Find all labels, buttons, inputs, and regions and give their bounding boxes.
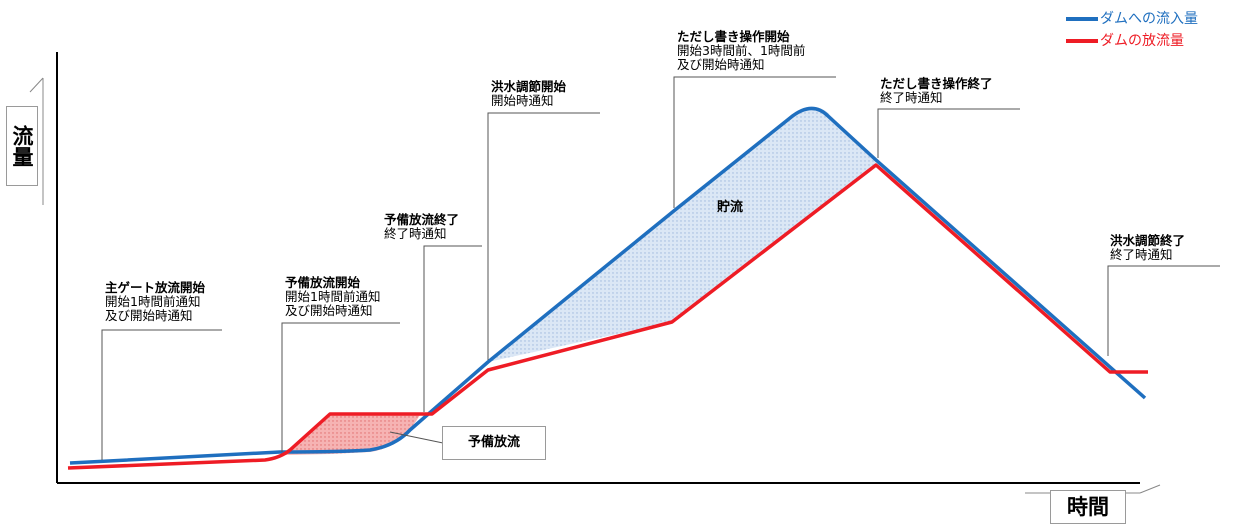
annotation-line: 開始1時間前通知 — [105, 294, 201, 309]
x-axis-label: 時間 — [1050, 490, 1126, 524]
legend-inflow-label: ダムへの流入量 — [1100, 11, 1198, 27]
annotation-title: 主ゲート放流開始 — [105, 280, 206, 295]
leader-main-gate — [101, 329, 222, 460]
annotation-title: 洪水調節終了 — [1110, 233, 1186, 248]
annotation-proviso-end: ただし書き操作終了 終了時通知 — [880, 77, 993, 105]
inflow-line — [69, 106, 1147, 465]
annotation-title: ただし書き操作終了 — [880, 76, 993, 91]
annotation-title: 予備放流終了 — [384, 212, 460, 227]
annotation-line: 及び開始時通知 — [105, 308, 193, 323]
leader-flood-control-end — [1107, 265, 1220, 356]
pre-release-label: 予備放流 — [442, 426, 546, 460]
legend-outflow: ダムの放流量 — [1066, 30, 1184, 50]
leader-proviso-start — [673, 76, 836, 208]
annotation-line: 終了時通知 — [384, 226, 447, 241]
storage-area — [488, 108, 876, 362]
annotation-title: 洪水調節開始 — [491, 79, 567, 94]
annotation-title: ただし書き操作開始 — [677, 29, 790, 44]
leader-pre-release-box — [389, 431, 444, 444]
annotation-pre-release-start: 予備放流開始 開始1時間前通知 及び開始時通知 — [285, 276, 380, 318]
legend-outflow-swatch — [1066, 39, 1098, 43]
annotation-title: 予備放流開始 — [285, 275, 361, 290]
leader-flood-control-start — [487, 112, 600, 360]
storage-label: 貯流 — [717, 200, 744, 215]
y-label-tab-diag — [29, 77, 44, 93]
annotation-line: 開始3時間前、1時間前 — [677, 43, 806, 58]
y-axis-label: 流量 — [6, 106, 38, 186]
leader-pre-release-end — [423, 245, 482, 412]
leader-pre-release-start — [281, 322, 400, 452]
x-label-tab-diag — [1139, 484, 1161, 494]
annotation-line: 開始1時間前通知 — [285, 289, 381, 304]
annotation-line: 終了時通知 — [880, 90, 943, 105]
annotation-flood-control-start: 洪水調節開始 開始時通知 — [491, 80, 566, 108]
annotation-line: 及び開始時通知 — [677, 57, 765, 72]
annotation-flood-control-end: 洪水調節終了 終了時通知 — [1110, 234, 1185, 262]
annotation-line: 終了時通知 — [1110, 247, 1173, 262]
legend-inflow: ダムへの流入量 — [1066, 8, 1198, 28]
annotation-proviso-start: ただし書き操作開始 開始3時間前、1時間前 及び開始時通知 — [677, 30, 805, 72]
legend-inflow-swatch — [1066, 17, 1098, 21]
outflow-line — [67, 163, 1148, 470]
leader-proviso-end — [877, 108, 1020, 158]
annotation-line: 開始時通知 — [491, 93, 554, 108]
annotation-line: 及び開始時通知 — [285, 303, 373, 318]
legend-outflow-label: ダムの放流量 — [1100, 33, 1184, 49]
annotation-pre-release-end: 予備放流終了 終了時通知 — [384, 213, 459, 241]
annotation-main-gate: 主ゲート放流開始 開始1時間前通知 及び開始時通知 — [105, 281, 205, 323]
